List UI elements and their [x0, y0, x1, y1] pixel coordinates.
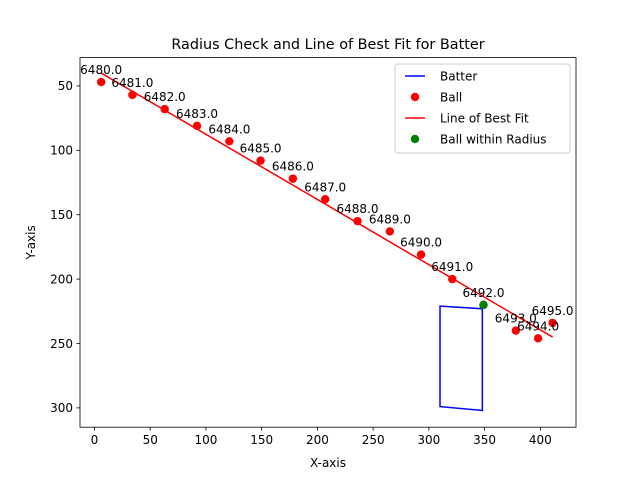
batter-polygon: [439, 305, 484, 412]
ball-point: [128, 90, 137, 100]
ball-point: [548, 318, 557, 328]
legend-marker: [410, 92, 420, 102]
x-tick-label: 200: [306, 433, 329, 447]
x-tick-label: 100: [194, 433, 217, 447]
ball-frame-label: 6485.0: [240, 142, 282, 156]
ball-point: [192, 121, 202, 131]
legend-label: Ball within Radius: [440, 132, 547, 146]
ball-frame-label: 6483.0: [176, 107, 218, 121]
y-tick-label: 250: [50, 337, 73, 351]
x-tick-label: 250: [362, 433, 385, 447]
ball-point: [385, 227, 395, 236]
ball-frame-label: 6481.0: [111, 76, 153, 90]
ball-point: [321, 195, 330, 204]
ball-point: [256, 156, 265, 165]
ball-frame-label: 6488.0: [337, 202, 379, 216]
plot-area: [96, 72, 557, 412]
ball-point: [416, 250, 426, 259]
ball-frame-label: 6486.0: [272, 160, 314, 174]
legend[interactable]: Batter Ball Line of Best Fit Ball within Ra…: [394, 63, 571, 154]
ball-point: [225, 137, 234, 146]
ball-frame-label: 6487.0: [304, 180, 346, 194]
ball-point: [511, 326, 521, 335]
ball-frame-label: 6484.0: [208, 122, 250, 136]
ball-frame-label: 6480.0: [80, 63, 122, 77]
y-tick-label: 150: [50, 208, 73, 222]
ball-frame-label: 6495.0: [532, 304, 574, 318]
ball-point: [448, 274, 457, 284]
chart-title: Radius Check and Line of Best Fit for Ba…: [171, 37, 484, 53]
x-tick-label: 150: [250, 433, 273, 447]
ball-point: [160, 104, 169, 114]
x-axis-ticks: 0 50 100 150 200 250 300 350 400: [91, 427, 552, 447]
ball-frame-label: 6490.0: [400, 236, 442, 250]
y-tick-label: 100: [50, 144, 73, 158]
x-tick-label: 300: [417, 433, 440, 447]
x-tick-label: 400: [529, 433, 552, 447]
x-tick-label: 0: [91, 433, 99, 447]
y-axis-title: Y-axis: [24, 225, 38, 260]
legend-label: Line of Best Fit: [440, 111, 529, 125]
plot-frame: [79, 57, 577, 428]
y-tick-label: 200: [50, 272, 73, 286]
legend-marker: [410, 134, 420, 144]
legend-label: Ball: [440, 90, 462, 104]
ball-frame-label: 6494.0: [517, 319, 559, 333]
ball-frame-label: 6482.0: [144, 90, 186, 104]
y-tick-label: 300: [50, 401, 73, 415]
best-fit-line: [100, 72, 553, 338]
ball-point: [288, 174, 298, 183]
ball-frame-label: 6491.0: [431, 260, 473, 274]
ball-frame-label: 6492.0: [462, 286, 504, 300]
ball-point: [533, 334, 543, 343]
ball-frame-label: 6489.0: [369, 212, 411, 226]
ball-frame-label: 6493.0: [495, 312, 537, 326]
ball-point: [96, 77, 106, 87]
y-tick-label: 50: [58, 79, 73, 93]
legend-box: [394, 63, 571, 154]
legend-label: Batter: [440, 69, 477, 83]
x-axis-title: X-axis: [310, 456, 346, 470]
x-tick-label: 350: [473, 433, 496, 447]
x-tick-label: 50: [143, 433, 158, 447]
y-axis-ticks: 50 100 150 200 250 300: [50, 79, 80, 415]
ball-within-radius-point: [479, 300, 488, 310]
ball-point: [353, 216, 362, 226]
